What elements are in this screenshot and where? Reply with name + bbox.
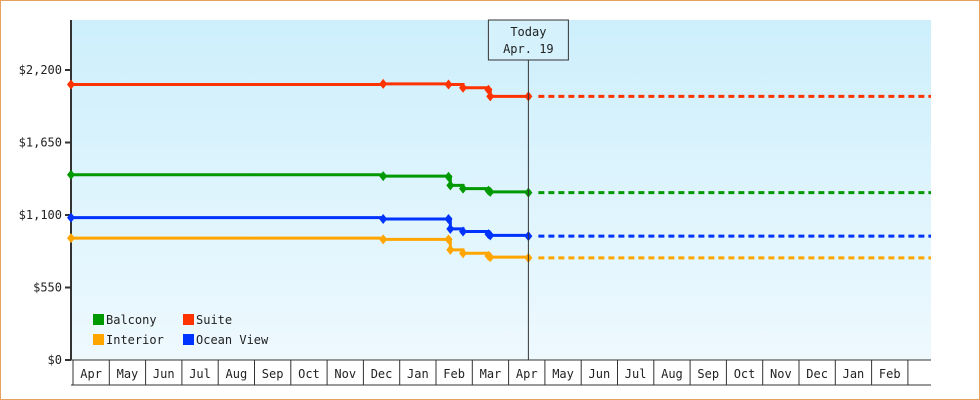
today-marker: Today Apr. 19 xyxy=(487,19,569,360)
data-point[interactable] xyxy=(459,82,468,93)
data-point[interactable] xyxy=(459,226,468,237)
data-point[interactable] xyxy=(444,213,453,224)
x-tick-label: Aug xyxy=(226,367,248,381)
data-point[interactable] xyxy=(459,248,468,259)
y-tick-label: $2,200 xyxy=(19,63,62,77)
data-point[interactable] xyxy=(446,244,455,255)
data-point[interactable] xyxy=(446,180,455,191)
legend-label: Suite xyxy=(196,313,232,327)
data-point[interactable] xyxy=(67,169,75,180)
y-tick-label: $0 xyxy=(48,353,62,367)
data-point[interactable] xyxy=(444,79,453,90)
y-tick-label: $1,100 xyxy=(19,208,62,222)
x-tick-label: Jan xyxy=(843,367,865,381)
data-point[interactable] xyxy=(379,171,388,182)
x-tick-label: Mar xyxy=(480,367,502,381)
x-tick-label: Apr xyxy=(516,367,538,381)
y-axis: $0 $550 $1,100 $1,650 $2,200 xyxy=(19,20,72,367)
data-point[interactable] xyxy=(379,78,388,89)
data-point[interactable] xyxy=(444,234,453,245)
today-label: Today xyxy=(510,25,546,39)
y-tick-label: $1,650 xyxy=(19,136,62,150)
legend-label: Ocean View xyxy=(196,333,269,347)
x-tick-label: Nov xyxy=(770,367,792,381)
x-tick-label: Apr xyxy=(80,367,102,381)
y-tick-label: $550 xyxy=(33,281,62,295)
legend-label: Balcony xyxy=(106,313,157,327)
legend-swatch xyxy=(93,314,104,325)
x-tick-label: Nov xyxy=(334,367,356,381)
x-tick-label: Sep xyxy=(262,367,284,381)
x-tick-label: Aug xyxy=(661,367,683,381)
x-tick-label: Jan xyxy=(407,367,429,381)
x-tick-label: Feb xyxy=(879,367,901,381)
data-point[interactable] xyxy=(459,183,468,194)
legend-swatch xyxy=(183,334,194,345)
x-tick-label: Jun xyxy=(153,367,175,381)
data-point[interactable] xyxy=(486,186,495,197)
x-tick-label: Sep xyxy=(697,367,719,381)
plot-area xyxy=(71,20,931,360)
data-point[interactable] xyxy=(67,212,75,223)
legend-swatch xyxy=(93,334,104,345)
x-tick-label: Jul xyxy=(625,367,647,381)
x-tick-label: Oct xyxy=(734,367,756,381)
x-axis: Apr May Jun Jul Aug Sep Oct Nov Dec Jan Feb Mar Apr M… xyxy=(71,359,931,386)
data-point[interactable] xyxy=(446,223,455,234)
x-tick-label: Jul xyxy=(189,367,211,381)
data-point[interactable] xyxy=(379,213,388,224)
today-date: Apr. 19 xyxy=(503,42,554,56)
today-box xyxy=(487,19,569,61)
series-lines xyxy=(67,78,931,263)
x-tick-label: May xyxy=(552,367,574,381)
x-tick-label: Dec xyxy=(371,367,393,381)
data-point[interactable] xyxy=(444,171,453,182)
legend-label: Interior xyxy=(106,333,164,347)
data-point[interactable] xyxy=(486,252,495,263)
data-point[interactable] xyxy=(379,234,388,245)
x-tick-label: Dec xyxy=(806,367,828,381)
x-tick-label: Oct xyxy=(298,367,320,381)
data-point[interactable] xyxy=(486,230,495,241)
x-tick-label: May xyxy=(117,367,139,381)
x-tick-label: Jun xyxy=(589,367,611,381)
data-point[interactable] xyxy=(67,233,75,244)
data-point[interactable] xyxy=(67,79,75,90)
data-point[interactable] xyxy=(486,91,495,102)
x-tick-label: Feb xyxy=(443,367,465,381)
legend: Balcony Suite Interior Ocean View xyxy=(93,313,269,347)
legend-swatch xyxy=(183,314,194,325)
